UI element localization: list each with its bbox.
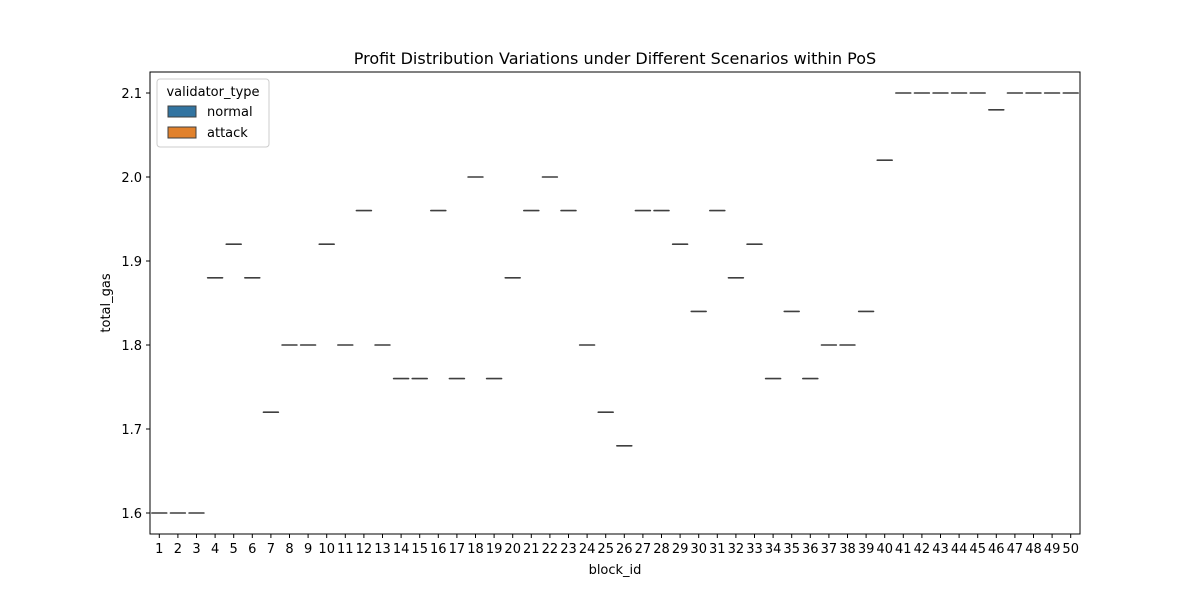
x-tick-label: 50: [1062, 542, 1079, 557]
y-tick-label: 1.9: [121, 255, 142, 270]
chart-title: Profit Distribution Variations under Dif…: [354, 49, 876, 68]
plot-area: [149, 71, 1081, 535]
x-tick-label: 45: [969, 542, 986, 557]
x-tick-label: 47: [1007, 542, 1024, 557]
x-tick-label: 22: [542, 542, 559, 557]
x-tick-label: 9: [304, 542, 312, 557]
x-tick-label: 40: [876, 542, 893, 557]
x-tick-label: 43: [932, 542, 949, 557]
x-tick-label: 23: [560, 542, 577, 557]
x-tick-label: 7: [267, 542, 275, 557]
x-tick-label: 32: [728, 542, 745, 557]
y-tick-label: 2.1: [121, 87, 142, 102]
x-tick-label: 11: [337, 542, 354, 557]
x-tick-label: 26: [616, 542, 633, 557]
y-tick-label: 2.0: [121, 171, 142, 186]
x-tick-label: 14: [393, 542, 410, 557]
legend-swatch-normal: [167, 105, 197, 118]
x-tick-label: 30: [690, 542, 707, 557]
x-tick-label: 13: [374, 542, 391, 557]
box-marks: [151, 92, 1079, 514]
x-tick-label: 20: [504, 542, 521, 557]
x-tick-label: 35: [783, 542, 800, 557]
x-tick-label: 38: [839, 542, 856, 557]
x-tick-label: 41: [895, 542, 912, 557]
y-axis: 1.6 1.7 1.8 1.9 2.0 2.1: [121, 87, 150, 522]
x-tick-label: 37: [821, 542, 838, 557]
x-tick-label: 19: [486, 542, 503, 557]
x-tick-label: 34: [765, 542, 782, 557]
x-tick-label: 3: [192, 542, 200, 557]
x-axis-label: block_id: [589, 563, 642, 578]
x-tick-label: 31: [709, 542, 726, 557]
y-axis-label: total_gas: [99, 273, 114, 332]
x-tick-label: 1: [155, 542, 163, 557]
x-tick-label: 15: [411, 542, 428, 557]
x-tick-label: 28: [653, 542, 670, 557]
y-tick-label: 1.6: [121, 507, 142, 522]
x-tick-label: 36: [802, 542, 819, 557]
x-tick-label: 21: [523, 542, 540, 557]
x-tick-label: 24: [579, 542, 596, 557]
x-tick-label: 29: [672, 542, 689, 557]
y-tick-label: 1.8: [121, 339, 142, 354]
x-tick-label: 16: [430, 542, 447, 557]
y-tick-label: 1.7: [121, 423, 142, 438]
x-tick-label: 6: [248, 542, 256, 557]
x-tick-label: 39: [858, 542, 875, 557]
x-tick-label: 5: [230, 542, 238, 557]
x-tick-label: 12: [356, 542, 373, 557]
x-tick-label: 2: [174, 542, 182, 557]
legend-title: validator_type: [166, 85, 259, 100]
x-tick-label: 49: [1044, 542, 1061, 557]
x-tick-label: 46: [988, 542, 1005, 557]
x-tick-label: 33: [746, 542, 763, 557]
x-tick-label: 25: [597, 542, 614, 557]
x-tick-label: 18: [467, 542, 484, 557]
legend-label-normal: normal: [207, 105, 253, 120]
x-tick-label: 17: [449, 542, 466, 557]
x-tick-label: 4: [211, 542, 219, 557]
legend: validator_type normal attack: [156, 78, 270, 148]
x-axis: 1 2 3 4 5 6 7 8 9 10 11 12 13 14 15 16 17 18 19 20 21 22 23 24 2…: [155, 534, 1079, 557]
x-tick-label: 42: [914, 542, 931, 557]
x-tick-label: 48: [1025, 542, 1042, 557]
x-tick-label: 27: [635, 542, 652, 557]
x-tick-label: 10: [318, 542, 335, 557]
x-tick-label: 8: [285, 542, 293, 557]
x-tick-label: 44: [951, 542, 968, 557]
legend-swatch-attack: [167, 126, 197, 139]
legend-label-attack: attack: [207, 126, 248, 141]
